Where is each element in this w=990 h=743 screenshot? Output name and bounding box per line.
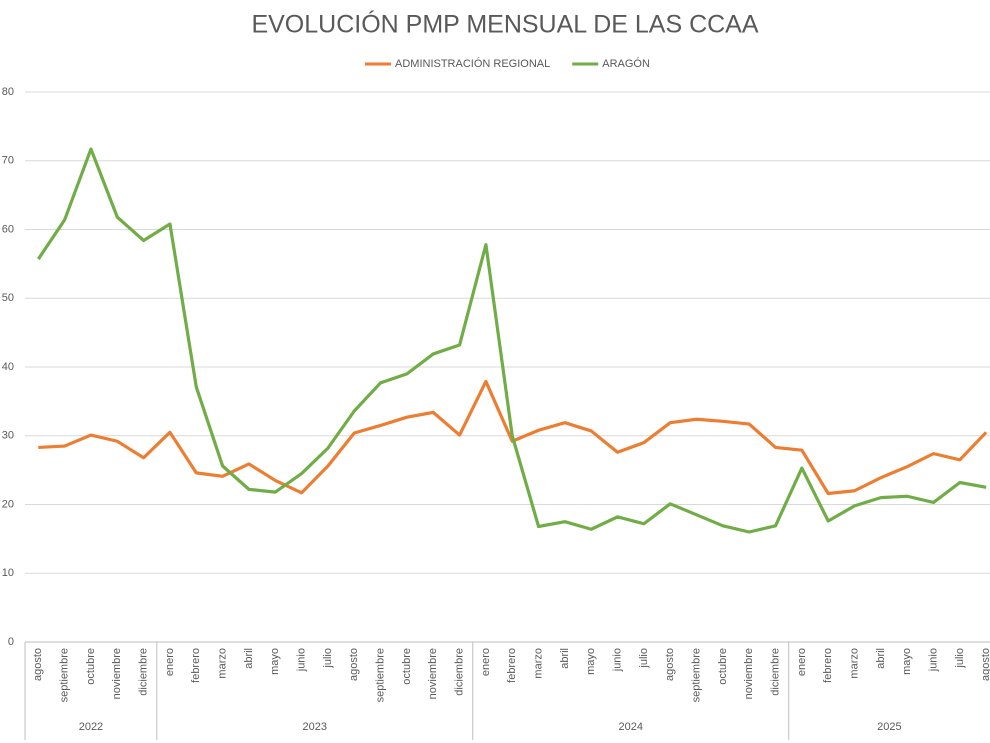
y-tick-label: 20 — [2, 498, 14, 510]
x-tick-label: noviembre — [427, 648, 439, 699]
x-tick-label: junio — [611, 648, 623, 672]
x-tick-label: diciembre — [138, 648, 150, 696]
x-tick-label: enero — [796, 648, 808, 676]
y-tick-label: 30 — [2, 430, 14, 442]
x-group-label: 2022 — [79, 721, 103, 733]
x-tick-label: noviembre — [111, 648, 123, 699]
y-tick-label: 70 — [2, 155, 14, 167]
x-tick-label: julio — [322, 648, 334, 669]
legend-label: ARAGÓN — [602, 57, 650, 70]
chart-title: EVOLUCIÓN PMP MENSUAL DE LAS CCAA — [251, 10, 758, 39]
y-tick-label: 80 — [2, 86, 14, 98]
x-tick-label: mayo — [269, 648, 281, 675]
x-tick-label: febrero — [506, 648, 518, 683]
x-tick-label: enero — [480, 648, 492, 676]
x-tick-label: agosto — [348, 648, 360, 681]
x-tick-label: octubre — [717, 648, 729, 685]
x-tick-label: agosto — [32, 648, 44, 681]
x-tick-label: noviembre — [743, 648, 755, 699]
x-tick-label: mayo — [901, 648, 913, 675]
legend-label: ADMINISTRACIÓN REGIONAL — [395, 57, 550, 70]
x-tick-label: junio — [927, 648, 939, 672]
x-tick-label: septiembre — [690, 648, 702, 702]
x-tick-label: septiembre — [374, 648, 386, 702]
x-tick-label: abril — [875, 648, 887, 669]
x-tick-label: agosto — [664, 648, 676, 681]
y-tick-label: 10 — [2, 567, 14, 579]
x-tick-label: mayo — [585, 648, 597, 675]
x-tick-label: octubre — [401, 648, 413, 685]
x-tick-label: julio — [954, 648, 966, 669]
x-group-label: 2023 — [303, 721, 327, 733]
x-tick-label: agosto — [980, 648, 990, 681]
y-tick-label: 60 — [2, 223, 14, 235]
x-tick-label: diciembre — [453, 648, 465, 696]
y-tick-label: 0 — [8, 636, 14, 648]
x-group-label: 2025 — [877, 721, 901, 733]
x-tick-label: abril — [243, 648, 255, 669]
x-tick-label: octubre — [85, 648, 97, 685]
x-tick-label: marzo — [217, 648, 229, 679]
x-group-label: 2024 — [618, 721, 642, 733]
x-tick-label: junio — [296, 648, 308, 672]
x-tick-label: marzo — [848, 648, 860, 679]
series-line — [36, 147, 987, 534]
x-tick-label: marzo — [532, 648, 544, 679]
x-tick-label: febrero — [190, 648, 202, 683]
x-tick-label: enero — [164, 648, 176, 676]
x-tick-label: septiembre — [59, 648, 71, 702]
x-tick-label: abril — [559, 648, 571, 669]
y-tick-label: 40 — [2, 361, 14, 373]
x-tick-label: diciembre — [769, 648, 781, 696]
x-tick-label: julio — [638, 648, 650, 669]
y-tick-label: 50 — [2, 292, 14, 304]
x-tick-label: febrero — [822, 648, 834, 683]
